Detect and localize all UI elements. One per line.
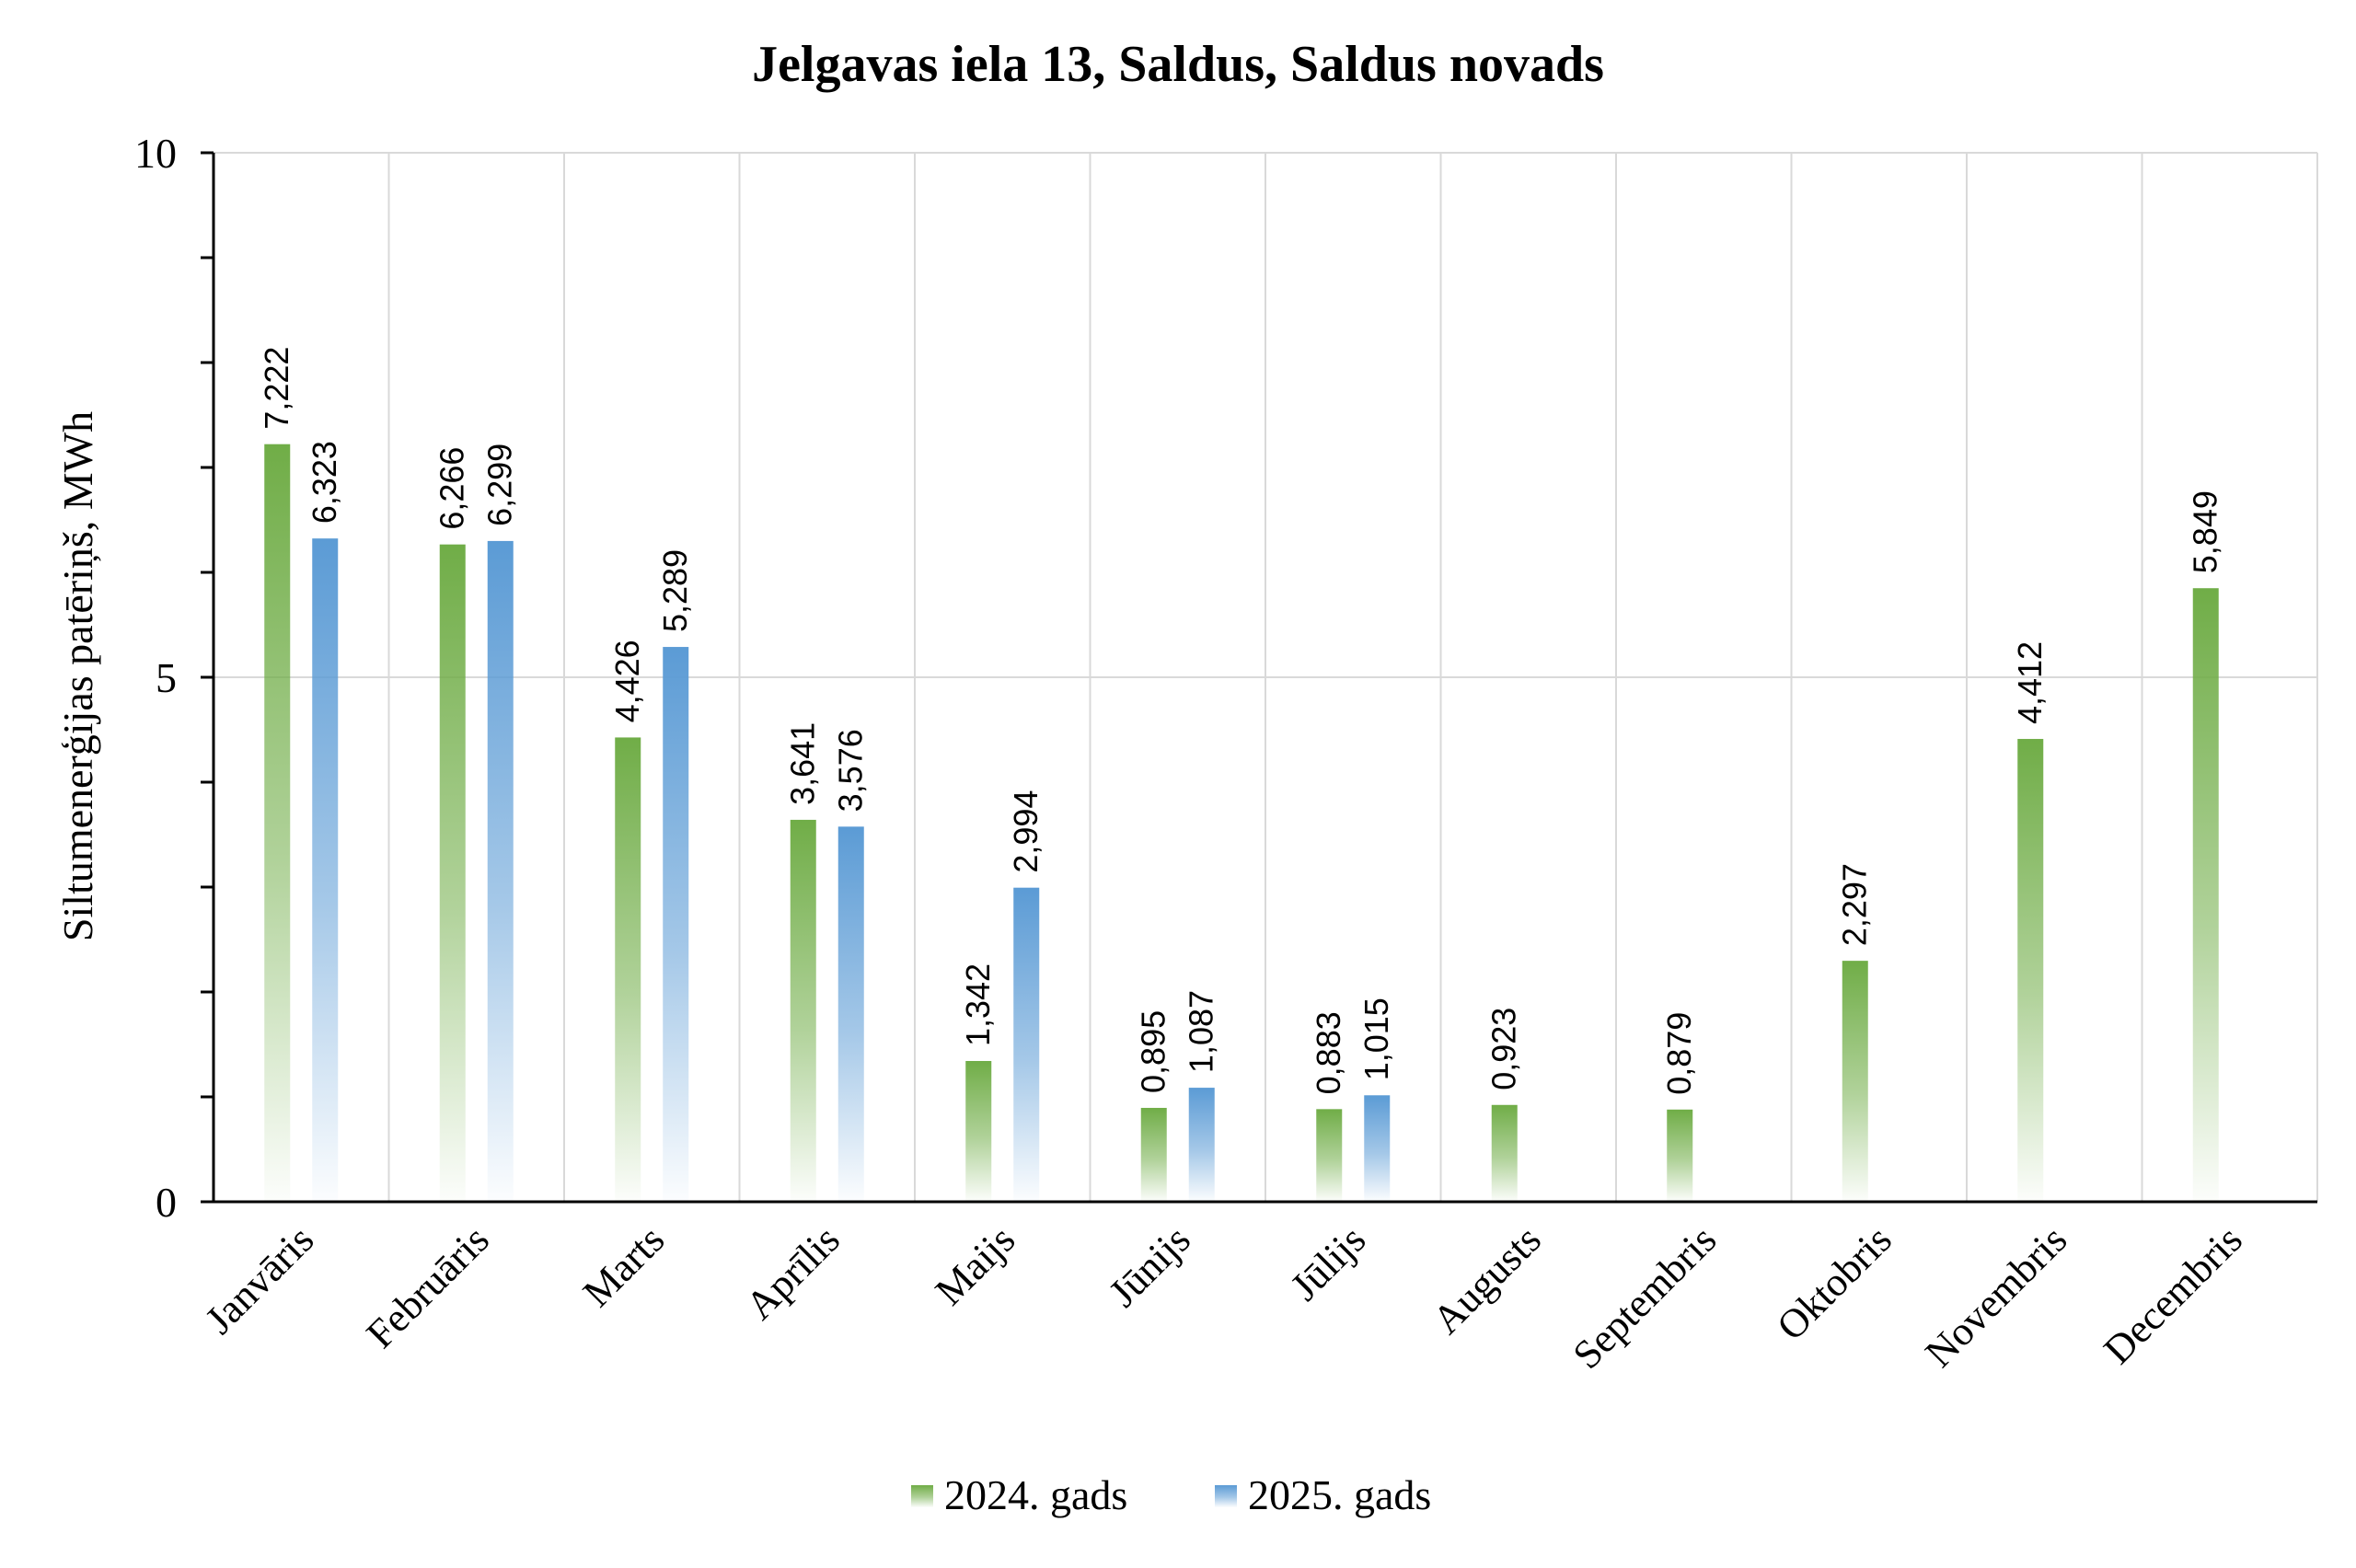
- legend-swatch: [911, 1485, 933, 1507]
- x-tick-label: Septembris: [1565, 1216, 1726, 1378]
- data-label: 6,323: [306, 441, 343, 524]
- bar: [1491, 1104, 1518, 1202]
- data-label: 1,087: [1183, 990, 1220, 1073]
- data-label: 0,879: [1660, 1012, 1698, 1095]
- bar: [1842, 961, 1868, 1202]
- data-label: 4,426: [608, 640, 646, 722]
- bar: [1140, 1107, 1167, 1202]
- bar: [312, 538, 339, 1202]
- bar: [837, 826, 864, 1202]
- x-tick-label: Aprīlis: [737, 1216, 849, 1328]
- data-label: 2,994: [1007, 790, 1045, 873]
- data-label: 5,849: [2187, 490, 2224, 573]
- x-tick-label: Augusts: [1424, 1216, 1550, 1343]
- category-labels: Janvāris Februāris Marts Aprīlis Maijs Jūnijs…: [197, 1216, 2251, 1378]
- bar: [1667, 1109, 1693, 1202]
- bar: [2017, 739, 2044, 1202]
- bar: [1364, 1095, 1391, 1202]
- bar: [264, 444, 291, 1202]
- bar: [439, 544, 466, 1202]
- data-label: 7,222: [258, 347, 295, 430]
- data-label: 1,342: [959, 963, 997, 1046]
- bar: [1013, 887, 1040, 1202]
- bar: [1316, 1109, 1343, 1202]
- bar: [615, 737, 641, 1202]
- axes: 0 5 10: [134, 130, 2317, 1226]
- data-label: 2,297: [1836, 863, 1874, 946]
- data-label: 6,299: [481, 444, 519, 526]
- bar: [487, 540, 514, 1202]
- legend: 2024. gads 2025. gads: [911, 1471, 1431, 1518]
- y-tick-label: 10: [134, 130, 177, 177]
- data-label: 0,883: [1310, 1011, 1347, 1094]
- data-label: 6,266: [433, 447, 471, 530]
- bar: [1188, 1088, 1215, 1202]
- data-label: 3,576: [832, 729, 870, 812]
- y-tick-label: 5: [156, 654, 177, 701]
- data-label: 4,412: [2011, 641, 2049, 724]
- x-tick-label: Novembris: [1916, 1216, 2075, 1376]
- bar: [790, 819, 816, 1202]
- x-tick-label: Jūlijs: [1282, 1216, 1374, 1309]
- x-tick-label: Oktobris: [1768, 1216, 1900, 1349]
- x-tick-label: Maijs: [927, 1216, 1024, 1314]
- x-tick-label: Marts: [574, 1216, 673, 1315]
- x-tick-label: Janvāris: [197, 1216, 323, 1343]
- x-tick-label: Februāris: [358, 1216, 498, 1356]
- data-label: 3,641: [784, 722, 822, 805]
- bar: [965, 1061, 992, 1202]
- bar: [2192, 588, 2219, 1202]
- x-tick-label: Decembris: [2095, 1216, 2250, 1372]
- x-tick-label: Jūnijs: [1101, 1216, 1199, 1315]
- y-tick-label: 0: [156, 1179, 177, 1226]
- legend-swatch: [1215, 1485, 1237, 1507]
- bar: [663, 647, 689, 1202]
- data-label: 5,289: [656, 549, 694, 632]
- chart-title: Jelgavas iela 13, Saldus, Saldus novads: [752, 36, 1604, 93]
- legend-entry: 2024. gads: [944, 1471, 1127, 1518]
- data-label: 0,895: [1135, 1010, 1172, 1093]
- data-label: 0,923: [1485, 1008, 1523, 1090]
- legend-entry: 2025. gads: [1248, 1471, 1431, 1518]
- y-axis-label: Siltumenerģijas patēriņš, MWh: [54, 411, 101, 941]
- data-labels: 7,222 6,323 6,266 6,299 4,426 5,289 3,641 3,576…: [258, 347, 2224, 1095]
- data-label: 1,015: [1357, 997, 1395, 1080]
- gridlines: [214, 152, 2318, 1202]
- bars: [264, 444, 2219, 1202]
